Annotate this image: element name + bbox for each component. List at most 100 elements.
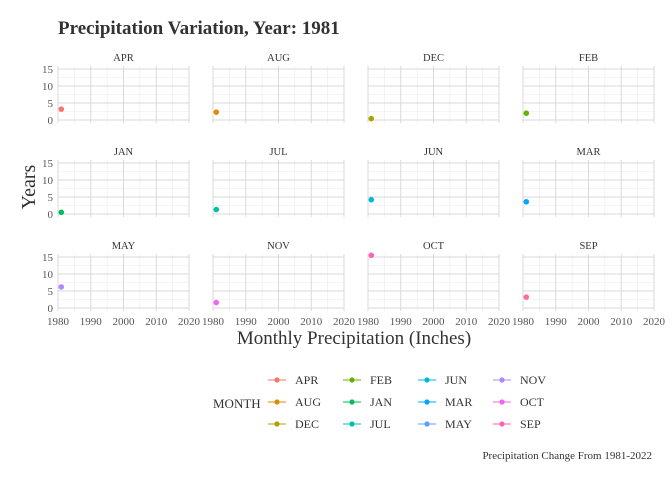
y-tick-label: 15 bbox=[42, 158, 54, 170]
data-point-sep bbox=[523, 294, 530, 300]
legend-key-point bbox=[349, 377, 355, 383]
legend-key-point bbox=[499, 377, 505, 383]
x-tick-label: 2010 bbox=[145, 316, 168, 328]
y-tick-label: 10 bbox=[42, 81, 54, 93]
data-point-jun bbox=[368, 196, 375, 203]
legend-label: OCT bbox=[520, 395, 545, 409]
data-point-dec bbox=[368, 115, 375, 122]
facet-label: JUN bbox=[424, 147, 444, 158]
legend: APR AUG DEC FEB JAN JUL JUN MAR MAY NOV OCT SEP bbox=[268, 373, 546, 431]
facet-panel-feb: FEB bbox=[522, 53, 655, 123]
y-tick-label: 10 bbox=[42, 269, 54, 281]
data-point-oct bbox=[368, 252, 375, 259]
y-tick-label: 15 bbox=[42, 64, 54, 76]
facet-label: MAY bbox=[112, 241, 136, 252]
x-tick-label: 2020 bbox=[178, 316, 201, 328]
legend-label: DEC bbox=[295, 417, 319, 431]
facet-panel-apr: APR 0 5 10 15 bbox=[42, 53, 190, 127]
legend-label: SEP bbox=[520, 417, 541, 431]
y-axis-label: Years bbox=[18, 164, 40, 209]
legend-label: MAR bbox=[445, 395, 472, 409]
facet-label: SEP bbox=[579, 241, 597, 252]
x-tick-label: 2010 bbox=[300, 316, 323, 328]
y-tick-label: 0 bbox=[48, 115, 54, 127]
legend-label: AUG bbox=[295, 395, 321, 409]
legend-key-point bbox=[424, 399, 430, 405]
x-tick-label: 1980 bbox=[512, 316, 535, 328]
facet-panel-oct: OCT 1980 1990 2000 2010 2020 bbox=[357, 241, 511, 328]
facet-panel-dec: DEC bbox=[367, 53, 500, 123]
facet-panel-jan: JAN 0 5 10 15 bbox=[42, 147, 190, 221]
legend-label: JUL bbox=[370, 417, 391, 431]
x-tick-label: 2020 bbox=[333, 316, 356, 328]
y-tick-label: 5 bbox=[48, 192, 54, 204]
y-tick-label: 0 bbox=[48, 303, 54, 315]
legend-label: APR bbox=[295, 373, 318, 387]
data-point-feb bbox=[523, 110, 530, 116]
y-tick-label: 10 bbox=[42, 175, 54, 187]
data-point-aug bbox=[213, 109, 220, 115]
legend-key-point bbox=[499, 399, 505, 405]
x-tick-label: 1990 bbox=[80, 316, 103, 328]
x-tick-label: 2000 bbox=[268, 316, 291, 328]
legend-item-nov: NOV bbox=[493, 373, 546, 387]
legend-item-oct: OCT bbox=[493, 395, 545, 409]
x-tick-label: 1980 bbox=[357, 316, 380, 328]
y-tick-label: 0 bbox=[48, 209, 54, 221]
data-point-jan bbox=[58, 209, 65, 216]
legend-key-point bbox=[424, 377, 430, 383]
facet-panel-may: MAY 0 5 10 15 1980 1990 2000 2010 2020 bbox=[42, 241, 201, 328]
x-tick-label: 1990 bbox=[545, 316, 568, 328]
x-tick-label: 1980 bbox=[47, 316, 70, 328]
facet-panel-nov: NOV 1980 1990 2000 2010 2020 bbox=[202, 241, 356, 328]
facet-label: OCT bbox=[423, 241, 445, 252]
x-tick-label: 2010 bbox=[610, 316, 633, 328]
facet-label: JAN bbox=[114, 147, 134, 158]
x-tick-label: 2020 bbox=[643, 316, 666, 328]
legend-label: MAY bbox=[445, 417, 472, 431]
legend-item-aug: AUG bbox=[268, 395, 321, 409]
x-tick-label: 2010 bbox=[455, 316, 478, 328]
data-point-mar bbox=[523, 198, 530, 205]
facet-label: DEC bbox=[423, 53, 444, 64]
x-tick-label: 2020 bbox=[488, 316, 511, 328]
data-point-may bbox=[58, 284, 65, 290]
caption: Precipitation Change From 1981-2022 bbox=[482, 450, 652, 462]
facet-panel-aug: AUG bbox=[212, 53, 345, 123]
facet-label: MAR bbox=[577, 147, 601, 158]
legend-key-point bbox=[274, 377, 280, 383]
facet-panels: APR 0 5 10 15 AUG DEC FEB JAN 0 5 10 15 JUL JUN MAR MAY 0… bbox=[42, 53, 666, 328]
data-point-nov bbox=[213, 299, 220, 306]
legend-key-point bbox=[274, 421, 280, 427]
legend-item-feb: FEB bbox=[343, 373, 392, 387]
legend-key-point bbox=[349, 421, 355, 427]
facet-panel-jun: JUN bbox=[367, 147, 500, 217]
y-tick-label: 5 bbox=[48, 98, 54, 110]
legend-item-mar: MAR bbox=[418, 395, 472, 409]
legend-item-apr: APR bbox=[268, 373, 318, 387]
facet-label: JUL bbox=[269, 147, 287, 158]
x-tick-label: 1990 bbox=[235, 316, 258, 328]
legend-item-jan: JAN bbox=[343, 395, 392, 409]
facet-panel-mar: MAR bbox=[522, 147, 655, 217]
legend-key-point bbox=[274, 399, 280, 405]
y-tick-label: 5 bbox=[48, 286, 54, 298]
x-tick-label: 2000 bbox=[113, 316, 136, 328]
legend-key-point bbox=[499, 421, 505, 427]
x-tick-label: 2000 bbox=[578, 316, 601, 328]
legend-item-sep: SEP bbox=[493, 417, 541, 431]
data-point-jul bbox=[213, 206, 220, 213]
facet-label: APR bbox=[113, 53, 133, 64]
chart-title: Precipitation Variation, Year: 1981 bbox=[58, 18, 340, 39]
legend-label: FEB bbox=[370, 373, 392, 387]
legend-label: NOV bbox=[520, 373, 546, 387]
facet-panel-sep: SEP 1980 1990 2000 2010 2020 bbox=[512, 241, 666, 328]
x-tick-label: 2000 bbox=[423, 316, 446, 328]
x-axis-label: Monthly Precipitation (Inches) bbox=[237, 328, 471, 349]
legend-item-may: MAY bbox=[418, 417, 472, 431]
facet-label: NOV bbox=[267, 241, 290, 252]
y-tick-label: 15 bbox=[42, 252, 54, 264]
legend-label: JUN bbox=[445, 373, 467, 387]
legend-item-jul: JUL bbox=[343, 417, 391, 431]
